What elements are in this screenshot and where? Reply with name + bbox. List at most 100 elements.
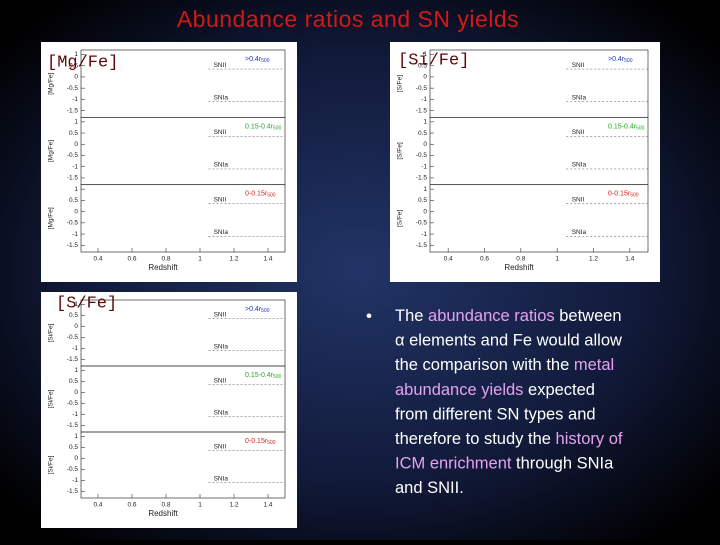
x-tick-label: 1.2 xyxy=(229,502,238,509)
reference-label: SNIa xyxy=(214,162,229,169)
x-tick-label: 0.4 xyxy=(444,256,453,263)
x-axis-label: Redshift xyxy=(148,263,178,272)
y-tick-label: 1 xyxy=(74,186,78,193)
region-label: 0-0.15r500 xyxy=(608,191,639,199)
bullet-line: ICM enrichment through SNIa xyxy=(395,455,614,473)
region-subscript: 500 xyxy=(261,58,270,64)
y-tick-label: -1 xyxy=(72,231,78,238)
y-tick-label: 0.5 xyxy=(418,197,427,204)
region-text: >0.4r xyxy=(245,56,262,63)
x-tick-label: 1.4 xyxy=(625,256,634,263)
plot-background xyxy=(41,42,297,282)
y-tick-label: -1.5 xyxy=(67,356,79,363)
region-text: 0.15-0.4r xyxy=(608,123,637,130)
y-tick-label: -1 xyxy=(421,163,427,170)
reference-label: SNIa xyxy=(572,162,587,169)
x-tick-label: 0.6 xyxy=(127,502,136,509)
y-tick-label: -1.5 xyxy=(67,175,79,182)
y-tick-label: -1 xyxy=(72,411,78,418)
y-tick-label: 1 xyxy=(423,186,427,193)
reference-label: SNII xyxy=(214,443,227,450)
x-tick-label: 1.2 xyxy=(589,256,598,263)
panel-frame xyxy=(429,184,649,253)
plot-label: [Mg/Fe] xyxy=(47,53,118,72)
region-text: 0-0.15r xyxy=(608,191,631,198)
region-subscript: 500 xyxy=(630,193,639,199)
y-axis-label: [S/Fe] xyxy=(397,142,404,160)
region-label: >0.4r500 xyxy=(608,56,633,64)
reference-label: SNIa xyxy=(214,475,229,482)
y-tick-label: -1 xyxy=(421,231,427,238)
y-tick-label: -1.5 xyxy=(416,175,428,182)
reference-label: SNII xyxy=(572,62,585,69)
reference-label: SNII xyxy=(214,62,227,69)
bullet-line: from different SN types and xyxy=(395,406,596,424)
y-axis-label: [Si/Fe] xyxy=(48,389,55,408)
y-tick-label: 1 xyxy=(74,51,78,58)
x-tick-label: 0.6 xyxy=(127,256,136,263)
x-tick-label: 0.6 xyxy=(480,256,489,263)
y-tick-label: -1 xyxy=(72,477,78,484)
text: and SNII. xyxy=(395,480,464,498)
y-tick-label: -0.5 xyxy=(416,85,428,92)
x-tick-label: 0.4 xyxy=(93,256,102,263)
y-tick-label: 1 xyxy=(423,51,427,58)
region-label: 0-0.15r500 xyxy=(245,191,276,199)
y-tick-label: 0 xyxy=(74,389,78,396)
y-tick-label: -1.5 xyxy=(67,242,79,249)
reference-label: SNIa xyxy=(214,343,229,350)
y-tick-label: 0 xyxy=(74,208,78,215)
text: therefore to study the xyxy=(395,430,556,448)
reference-label: SNIa xyxy=(214,229,229,236)
y-axis-label: [Mg/Fe] xyxy=(48,207,55,229)
y-axis-label: [Si/Fe] xyxy=(48,323,55,342)
x-tick-label: 1.4 xyxy=(263,256,272,263)
y-tick-label: -0.5 xyxy=(416,220,428,227)
text: from different SN types and xyxy=(395,406,596,424)
y-tick-label: -1.5 xyxy=(67,107,79,114)
plot: 10.50-0.5-1-1.5SNIISNIa>0.4r500[Si/Fe]10… xyxy=(41,292,297,528)
bullet-line: abundance yields expected xyxy=(395,381,595,399)
reference-label: SNII xyxy=(214,377,227,384)
reference-label: SNII xyxy=(214,196,227,203)
y-tick-label: 1 xyxy=(74,301,78,308)
y-tick-label: 0.5 xyxy=(418,130,427,137)
y-tick-label: 0.5 xyxy=(69,312,78,319)
y-tick-label: 0.5 xyxy=(69,378,78,385)
y-tick-label: -1 xyxy=(72,96,78,103)
y-tick-label: 0.5 xyxy=(418,62,427,69)
reference-label: SNII xyxy=(572,129,585,136)
panel-frame xyxy=(80,184,286,253)
plot-label: [S/Fe] xyxy=(56,294,117,313)
plot-background xyxy=(390,42,660,282)
region-subscript: 500 xyxy=(273,374,282,380)
y-axis-label: [Si/Fe] xyxy=(48,455,55,474)
y-tick-label: 0 xyxy=(423,141,427,148)
bullet-line: the comparison with the metal xyxy=(395,357,614,375)
y-tick-label: 0 xyxy=(423,74,427,81)
y-tick-label: -0.5 xyxy=(67,152,79,159)
plot-background xyxy=(41,292,297,528)
bullet-line: therefore to study the history of xyxy=(395,430,623,448)
y-tick-label: 0 xyxy=(74,323,78,330)
y-tick-label: 0 xyxy=(74,74,78,81)
y-tick-label: 1 xyxy=(74,433,78,440)
reference-label: SNII xyxy=(214,311,227,318)
text: α elements and Fe would allow xyxy=(395,332,622,350)
text: through SNIa xyxy=(511,455,614,473)
y-tick-label: -0.5 xyxy=(67,400,79,407)
region-label: 0-0.15r500 xyxy=(245,438,276,446)
y-tick-label: -0.5 xyxy=(67,466,79,473)
text: the comparison with the xyxy=(395,357,574,375)
y-tick-label: -0.5 xyxy=(67,85,79,92)
y-tick-label: 0.5 xyxy=(69,197,78,204)
bullet-line: and SNII. xyxy=(395,480,464,498)
reference-label: SNII xyxy=(572,196,585,203)
slide-title: Abundance ratios and SN yields xyxy=(177,6,519,32)
y-tick-label: 0 xyxy=(74,141,78,148)
y-tick-label: -1 xyxy=(72,163,78,170)
x-tick-label: 1.4 xyxy=(263,502,272,509)
highlighted-text: metal xyxy=(574,357,614,375)
y-tick-label: 0 xyxy=(423,208,427,215)
